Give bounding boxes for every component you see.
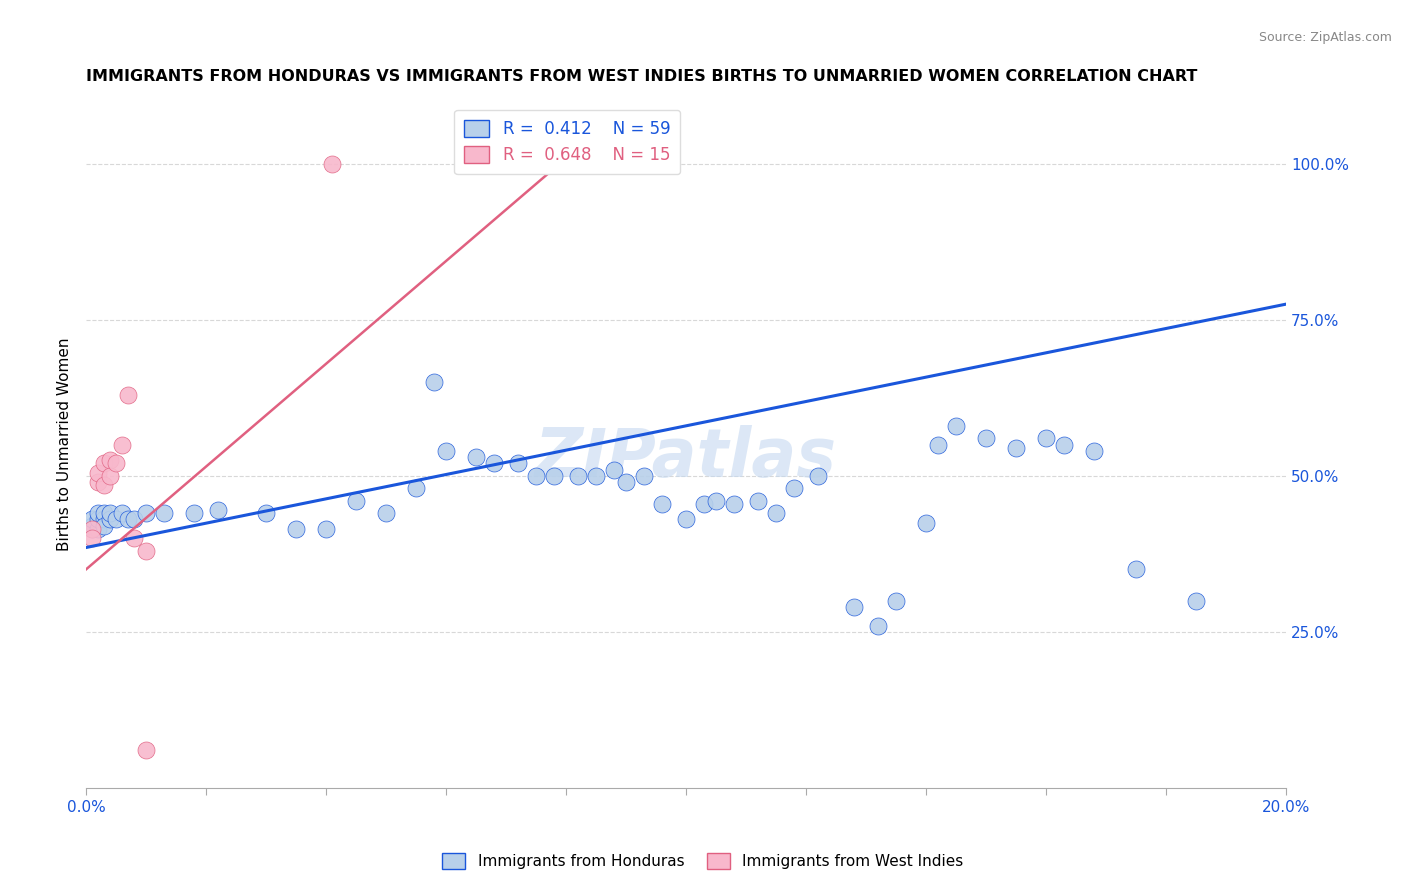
Point bbox=[884, 593, 907, 607]
Point bbox=[543, 468, 565, 483]
Text: Source: ZipAtlas.com: Source: ZipAtlas.com bbox=[1258, 31, 1392, 45]
Point bbox=[98, 512, 121, 526]
Point bbox=[344, 493, 367, 508]
Point bbox=[122, 531, 145, 545]
Point bbox=[405, 481, 427, 495]
Point bbox=[675, 512, 697, 526]
Point bbox=[723, 497, 745, 511]
Point bbox=[434, 443, 457, 458]
Text: IMMIGRANTS FROM HONDURAS VS IMMIGRANTS FROM WEST INDIES BIRTHS TO UNMARRIED WOME: IMMIGRANTS FROM HONDURAS VS IMMIGRANTS F… bbox=[86, 69, 1198, 84]
Text: ZIPatlas: ZIPatlas bbox=[536, 425, 837, 491]
Point bbox=[98, 506, 121, 520]
Point bbox=[866, 618, 889, 632]
Point bbox=[93, 506, 115, 520]
Point bbox=[135, 506, 157, 520]
Point bbox=[506, 456, 529, 470]
Point bbox=[524, 468, 547, 483]
Point bbox=[135, 543, 157, 558]
Point bbox=[111, 506, 134, 520]
Point bbox=[117, 512, 139, 526]
Point bbox=[254, 506, 277, 520]
Point bbox=[1125, 562, 1147, 576]
Point bbox=[842, 599, 865, 614]
Point bbox=[285, 522, 308, 536]
Point bbox=[614, 475, 637, 489]
Point bbox=[122, 512, 145, 526]
Point bbox=[927, 437, 949, 451]
Point bbox=[765, 506, 787, 520]
Point bbox=[1035, 431, 1057, 445]
Point bbox=[98, 453, 121, 467]
Point bbox=[87, 506, 110, 520]
Point bbox=[974, 431, 997, 445]
Point bbox=[207, 503, 229, 517]
Point bbox=[482, 456, 505, 470]
Point bbox=[80, 531, 103, 545]
Point bbox=[1185, 593, 1208, 607]
Point bbox=[807, 468, 830, 483]
Point bbox=[321, 157, 343, 171]
Point bbox=[1005, 441, 1028, 455]
Point bbox=[945, 418, 967, 433]
Point bbox=[80, 522, 103, 536]
Point bbox=[105, 512, 128, 526]
Legend: Immigrants from Honduras, Immigrants from West Indies: Immigrants from Honduras, Immigrants fro… bbox=[436, 847, 970, 875]
Point bbox=[915, 516, 938, 530]
Point bbox=[585, 468, 607, 483]
Point bbox=[87, 522, 110, 536]
Point bbox=[603, 462, 626, 476]
Point bbox=[704, 493, 727, 508]
Point bbox=[111, 437, 134, 451]
Point bbox=[87, 466, 110, 480]
Point bbox=[423, 375, 446, 389]
Point bbox=[87, 475, 110, 489]
Point bbox=[135, 743, 157, 757]
Y-axis label: Births to Unmarried Women: Births to Unmarried Women bbox=[58, 338, 72, 551]
Point bbox=[1083, 443, 1105, 458]
Point bbox=[87, 512, 110, 526]
Point bbox=[153, 506, 176, 520]
Legend: R =  0.412    N = 59, R =  0.648    N = 15: R = 0.412 N = 59, R = 0.648 N = 15 bbox=[454, 110, 681, 174]
Point bbox=[117, 387, 139, 401]
Point bbox=[465, 450, 488, 464]
Point bbox=[80, 518, 103, 533]
Point bbox=[105, 456, 128, 470]
Point bbox=[93, 512, 115, 526]
Point bbox=[315, 522, 337, 536]
Point bbox=[93, 518, 115, 533]
Point bbox=[783, 481, 806, 495]
Point bbox=[747, 493, 769, 508]
Point bbox=[651, 497, 673, 511]
Point bbox=[80, 522, 103, 536]
Point bbox=[93, 478, 115, 492]
Point bbox=[98, 468, 121, 483]
Point bbox=[693, 497, 716, 511]
Point bbox=[80, 512, 103, 526]
Point bbox=[633, 468, 655, 483]
Point bbox=[93, 456, 115, 470]
Point bbox=[375, 506, 398, 520]
Point bbox=[567, 468, 589, 483]
Point bbox=[183, 506, 205, 520]
Point bbox=[1053, 437, 1076, 451]
